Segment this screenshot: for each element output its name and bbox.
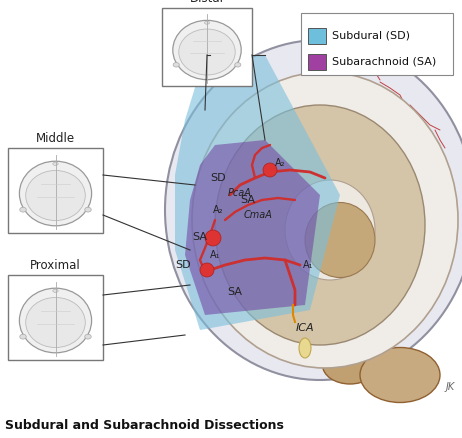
Ellipse shape <box>322 346 377 384</box>
Text: CmaA: CmaA <box>243 210 273 220</box>
Ellipse shape <box>53 289 58 293</box>
Ellipse shape <box>20 334 26 339</box>
Bar <box>308 28 326 44</box>
Text: A₁: A₁ <box>303 260 313 270</box>
Ellipse shape <box>204 21 210 24</box>
Polygon shape <box>185 140 320 315</box>
Ellipse shape <box>192 72 458 368</box>
Ellipse shape <box>20 207 26 212</box>
Ellipse shape <box>165 40 462 380</box>
Text: SA: SA <box>193 232 207 242</box>
Ellipse shape <box>215 105 425 345</box>
Ellipse shape <box>360 347 440 403</box>
Ellipse shape <box>19 161 91 226</box>
Text: SD: SD <box>210 173 226 183</box>
Circle shape <box>263 163 277 177</box>
Ellipse shape <box>85 207 91 212</box>
Ellipse shape <box>26 170 85 220</box>
Text: SA: SA <box>227 287 243 297</box>
Circle shape <box>200 263 214 277</box>
Bar <box>8 275 103 360</box>
Text: SD: SD <box>175 260 191 270</box>
Ellipse shape <box>19 288 91 353</box>
Text: Distal: Distal <box>190 0 224 5</box>
FancyBboxPatch shape <box>301 13 453 75</box>
Text: A₁: A₁ <box>210 250 220 260</box>
Text: Middle: Middle <box>36 132 75 145</box>
Ellipse shape <box>53 162 58 166</box>
Text: Subarachnoid (SA): Subarachnoid (SA) <box>332 57 436 67</box>
Text: A₂: A₂ <box>275 158 285 168</box>
Circle shape <box>205 230 221 246</box>
Text: Proximal: Proximal <box>30 259 81 272</box>
Text: Subdural (SD): Subdural (SD) <box>332 31 410 41</box>
Bar <box>162 8 252 86</box>
Ellipse shape <box>173 20 241 80</box>
Ellipse shape <box>305 202 375 278</box>
Polygon shape <box>175 55 340 330</box>
Ellipse shape <box>173 63 179 67</box>
Text: Subdural and Subarachnoid Dissections: Subdural and Subarachnoid Dissections <box>5 419 284 432</box>
Ellipse shape <box>85 334 91 339</box>
Ellipse shape <box>299 338 311 358</box>
Bar <box>308 54 326 70</box>
Ellipse shape <box>303 318 358 363</box>
Ellipse shape <box>179 29 235 75</box>
Text: PcaA: PcaA <box>228 188 252 198</box>
Ellipse shape <box>285 180 375 280</box>
Text: A₂: A₂ <box>213 205 223 215</box>
Text: ICA: ICA <box>296 323 314 333</box>
Ellipse shape <box>26 297 85 347</box>
Ellipse shape <box>235 63 241 67</box>
Text: SA: SA <box>241 195 255 205</box>
Text: JK: JK <box>446 382 455 392</box>
Bar <box>8 148 103 233</box>
